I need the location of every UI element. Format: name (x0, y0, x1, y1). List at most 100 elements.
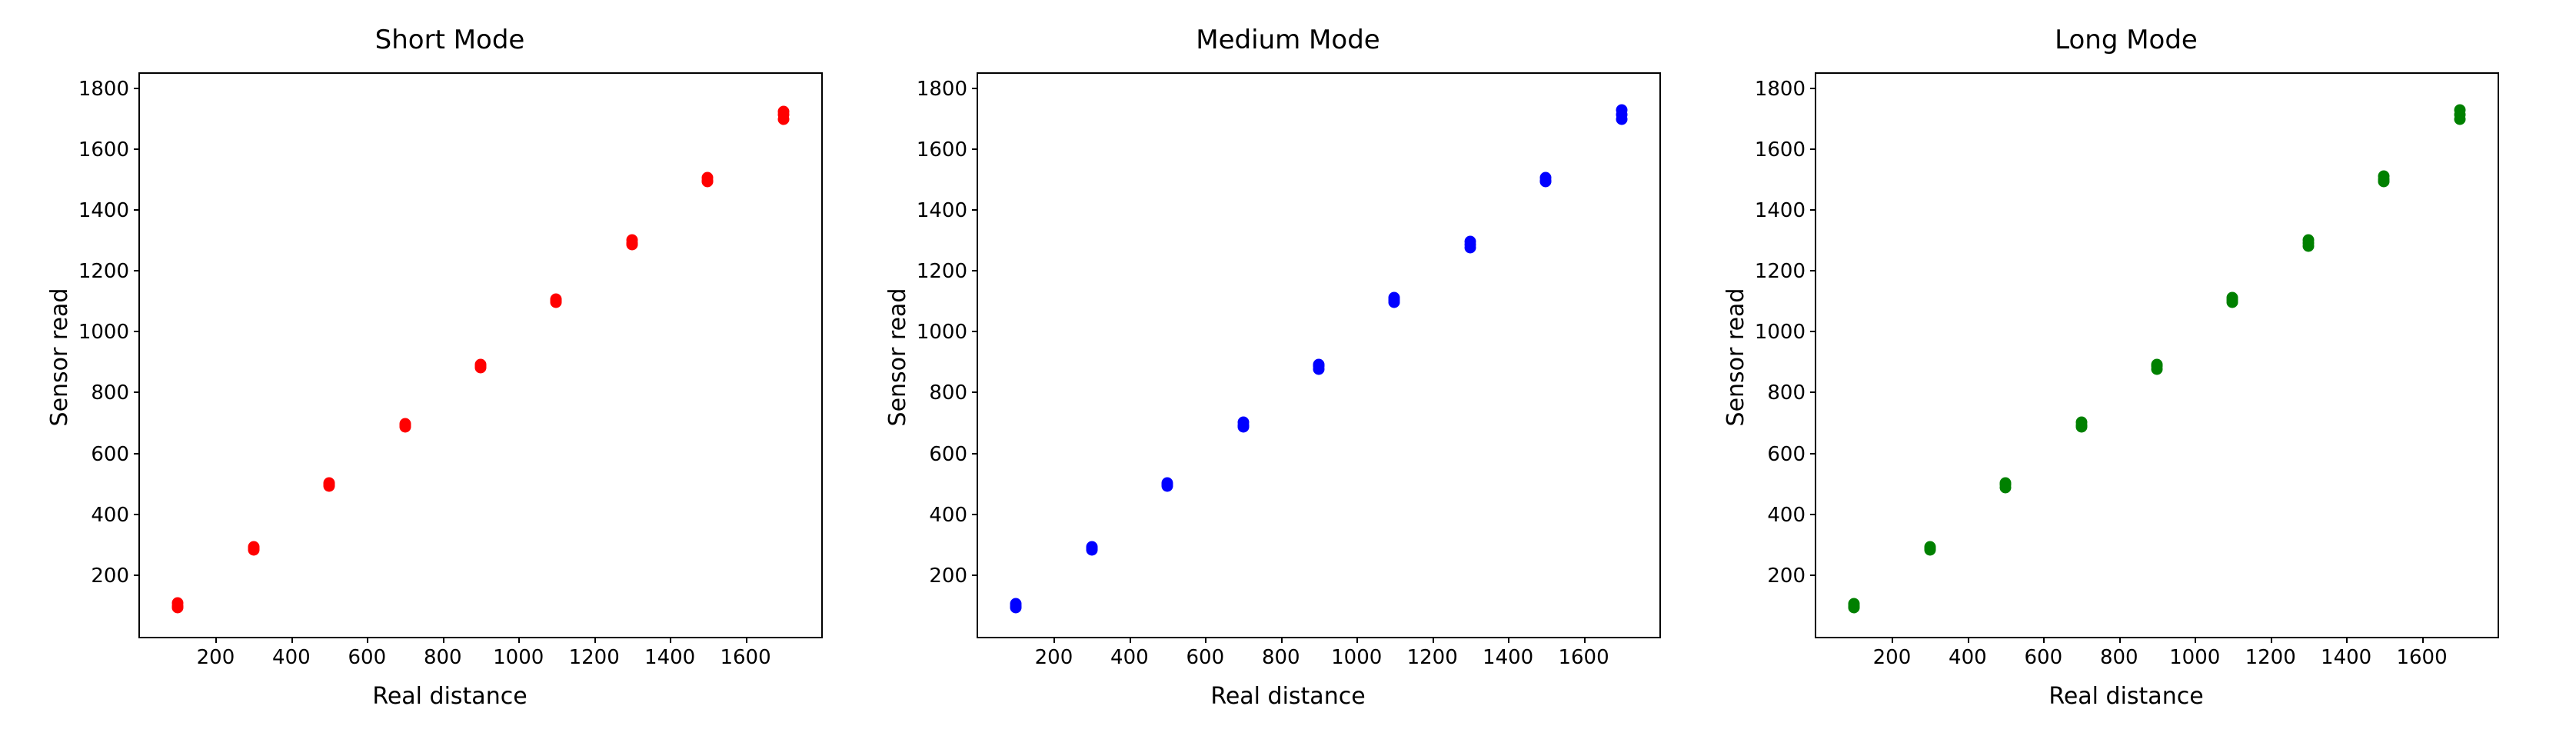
y-tick-mark (134, 453, 140, 455)
y-tick-mark (134, 391, 140, 393)
data-point (248, 541, 259, 553)
y-tick-label: 1600 (78, 138, 129, 162)
x-tick-mark (2043, 637, 2045, 643)
data-point (1389, 291, 1400, 303)
x-tick-label: 1400 (1483, 646, 1533, 669)
y-tick-label: 1000 (917, 321, 967, 344)
data-point (1237, 417, 1249, 428)
x-tick-label: 1600 (2396, 646, 2447, 669)
x-tick-label: 800 (2100, 646, 2138, 669)
y-tick-label: 800 (929, 381, 967, 405)
x-tick-mark (1356, 637, 1358, 643)
x-tick-mark (1053, 637, 1055, 643)
x-tick-label: 1200 (2245, 646, 2296, 669)
data-point (2302, 234, 2314, 245)
y-tick-mark (972, 453, 978, 455)
x-tick-label: 400 (272, 646, 311, 669)
plot-area: 2004006008001000120014001600200400600800… (977, 72, 1661, 638)
x-tick-mark (1281, 637, 1283, 643)
y-tick-mark (134, 270, 140, 271)
data-point (777, 106, 789, 118)
x-tick-label: 800 (424, 646, 462, 669)
y-tick-mark (134, 209, 140, 211)
y-tick-mark (134, 88, 140, 89)
y-tick-mark (972, 209, 978, 211)
y-tick-label: 1800 (917, 78, 967, 101)
y-tick-mark (1810, 88, 1816, 89)
y-tick-mark (134, 148, 140, 150)
x-tick-label: 200 (197, 646, 235, 669)
y-tick-label: 1200 (917, 260, 967, 283)
y-tick-mark (972, 391, 978, 393)
axes: Sensor read 2004006008001000120014001600… (892, 65, 1684, 677)
data-point (551, 293, 562, 305)
x-tick-mark (1584, 637, 1586, 643)
x-tick-mark (1433, 637, 1434, 643)
x-tick-label: 800 (1262, 646, 1300, 669)
y-tick-mark (1810, 270, 1816, 271)
plot-title: Medium Mode (892, 23, 1684, 57)
y-tick-mark (972, 270, 978, 271)
data-point (702, 172, 714, 183)
data-point (324, 478, 335, 489)
y-tick-label: 1200 (78, 260, 129, 283)
y-tick-label: 1400 (78, 199, 129, 222)
x-tick-mark (2119, 637, 2121, 643)
x-tick-mark (367, 637, 368, 643)
x-tick-mark (1892, 637, 1893, 643)
y-tick-mark (1810, 331, 1816, 332)
x-tick-mark (670, 637, 671, 643)
y-tick-label: 1400 (1755, 199, 1806, 222)
y-tick-label: 400 (929, 504, 967, 527)
data-point (172, 598, 184, 609)
x-tick-mark (2346, 637, 2348, 643)
plot-area: 2004006008001000120014001600200400600800… (1815, 72, 2499, 638)
data-point (1540, 172, 1552, 183)
y-tick-label: 1800 (1755, 78, 1806, 101)
x-tick-mark (518, 637, 520, 643)
plot-title: Long Mode (1730, 23, 2522, 57)
y-tick-label: 1800 (78, 78, 129, 101)
axes: Sensor read 2004006008001000120014001600… (1730, 65, 2522, 677)
data-point (1313, 358, 1325, 370)
x-tick-label: 1000 (493, 646, 544, 669)
x-axis-label: Real distance (54, 681, 846, 712)
y-tick-label: 1600 (917, 138, 967, 162)
x-tick-mark (2271, 637, 2272, 643)
y-tick-mark (134, 574, 140, 576)
data-point (626, 234, 637, 245)
x-tick-label: 400 (1949, 646, 1987, 669)
plot-area: 2004006008001000120014001600200400600800… (138, 72, 823, 638)
y-tick-label: 200 (929, 564, 967, 588)
data-point (1010, 598, 1022, 610)
y-tick-mark (1810, 209, 1816, 211)
x-tick-label: 1200 (569, 646, 620, 669)
y-tick-mark (1810, 514, 1816, 515)
data-point (1464, 235, 1476, 247)
x-tick-mark (1205, 637, 1206, 643)
y-tick-label: 400 (91, 504, 129, 527)
x-tick-label: 200 (1873, 646, 1912, 669)
x-tick-label: 600 (348, 646, 387, 669)
x-tick-label: 1400 (644, 646, 695, 669)
x-tick-mark (2422, 637, 2424, 643)
data-point (2000, 478, 2012, 489)
x-tick-label: 400 (1110, 646, 1149, 669)
y-axis-label: Sensor read (1722, 219, 1749, 358)
y-tick-mark (1810, 148, 1816, 150)
data-point (1616, 105, 1627, 116)
y-tick-mark (1810, 453, 1816, 455)
x-tick-mark (594, 637, 596, 643)
x-axis-label: Real distance (892, 681, 1684, 712)
y-tick-label: 600 (91, 443, 129, 466)
subplot-long-mode: Long Mode Sensor read 200400600800100012… (1707, 23, 2545, 723)
y-tick-mark (134, 514, 140, 515)
y-tick-label: 600 (929, 443, 967, 466)
y-tick-label: 1000 (78, 321, 129, 344)
y-tick-mark (1810, 574, 1816, 576)
data-point (2454, 105, 2465, 116)
data-point (1924, 541, 1935, 553)
x-axis-label: Real distance (1730, 681, 2522, 712)
x-tick-label: 200 (1035, 646, 1073, 669)
y-axis-label: Sensor read (884, 219, 911, 358)
